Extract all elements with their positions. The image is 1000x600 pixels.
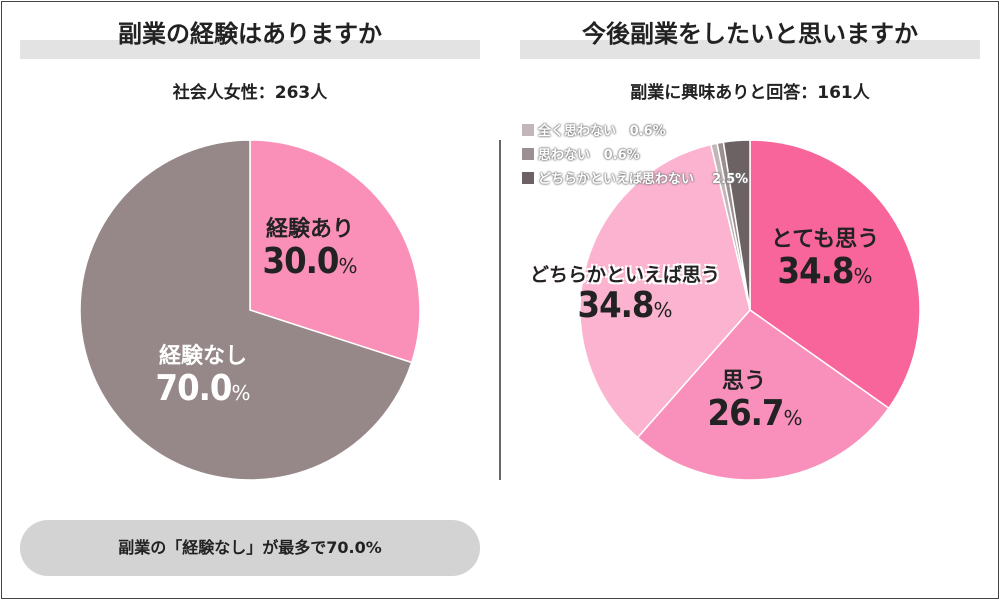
label-value: 34.8 bbox=[577, 284, 655, 326]
slice-label-think: 思う 26.7% bbox=[700, 369, 810, 435]
legend-label: 思わない bbox=[538, 148, 591, 163]
panel-experience: 副業の経験はありますか 社会人女性：263人 経験あり 30.0% 経験なし 7… bbox=[20, 20, 480, 576]
label-value: 26.7 bbox=[707, 393, 785, 435]
label-pct: % bbox=[653, 297, 673, 322]
legend-value: 2.5% bbox=[712, 172, 749, 187]
label-name: 思う bbox=[722, 369, 767, 394]
label-name: 経験あり bbox=[265, 217, 354, 242]
divider bbox=[499, 140, 501, 480]
label-pct: % bbox=[783, 406, 803, 431]
pie-slice-0 bbox=[749, 139, 921, 410]
chart-title: 今後副業をしたいと思いますか bbox=[582, 20, 918, 48]
slice-label-no: 経験なし 70.0% bbox=[148, 344, 258, 410]
chart-subtitle: 社会人女性：263人 bbox=[172, 83, 328, 103]
slice-label-yes: 経験あり 30.0% bbox=[255, 217, 365, 283]
pie-slice-0 bbox=[249, 139, 421, 364]
title-bar bbox=[20, 40, 480, 59]
chart-title: 副業の経験はありますか bbox=[118, 20, 382, 48]
legend-value: 0.6% bbox=[629, 124, 666, 139]
label-pct: % bbox=[853, 264, 873, 289]
legend-swatch bbox=[522, 124, 534, 136]
label-name: 経験なし bbox=[158, 344, 247, 369]
pie-slice-1 bbox=[636, 308, 890, 481]
label-pct: % bbox=[231, 381, 251, 406]
panel-intent: 今後副業をしたいと思いますか 副業に興味ありと回答：161人 とても思う 34.… bbox=[500, 0, 1000, 600]
summary-pill: 副業の「経験なし」が最多で70.0% bbox=[20, 520, 480, 576]
title-bar bbox=[520, 40, 980, 59]
label-name: とても思う bbox=[770, 227, 880, 252]
legend-label: どちらかといえば思わない bbox=[538, 172, 695, 187]
pie-slice-5 bbox=[722, 139, 751, 311]
label-pct: % bbox=[338, 254, 358, 279]
legend-swatch bbox=[522, 172, 534, 184]
chart-subtitle: 副業に興味ありと回答：161人 bbox=[630, 83, 870, 103]
legend-value: 0.6% bbox=[603, 148, 640, 163]
label-value: 70.0 bbox=[155, 368, 233, 410]
legend-item-somewhat-no: どちらかといえば思わない 2.5% bbox=[522, 168, 748, 187]
label-value: 34.8 bbox=[777, 251, 855, 293]
slice-label-very: とても思う 34.8% bbox=[765, 227, 885, 293]
pie-chart-intent bbox=[579, 139, 921, 481]
legend-label: 全く思わない bbox=[538, 124, 617, 139]
legend-item-no: 思わない 0.6% bbox=[522, 144, 640, 163]
label-value: 30.0 bbox=[262, 241, 340, 283]
legend-item-not-at-all: 全く思わない 0.6% bbox=[522, 120, 666, 139]
pie-slice-1 bbox=[79, 139, 413, 481]
label-name: どちらかといえば思う bbox=[529, 264, 720, 286]
pie-slice-2 bbox=[579, 143, 751, 439]
slice-label-somewhat: どちらかといえば思う 34.8% bbox=[520, 264, 730, 326]
pie-chart-experience bbox=[79, 139, 421, 481]
legend-swatch bbox=[522, 148, 534, 160]
